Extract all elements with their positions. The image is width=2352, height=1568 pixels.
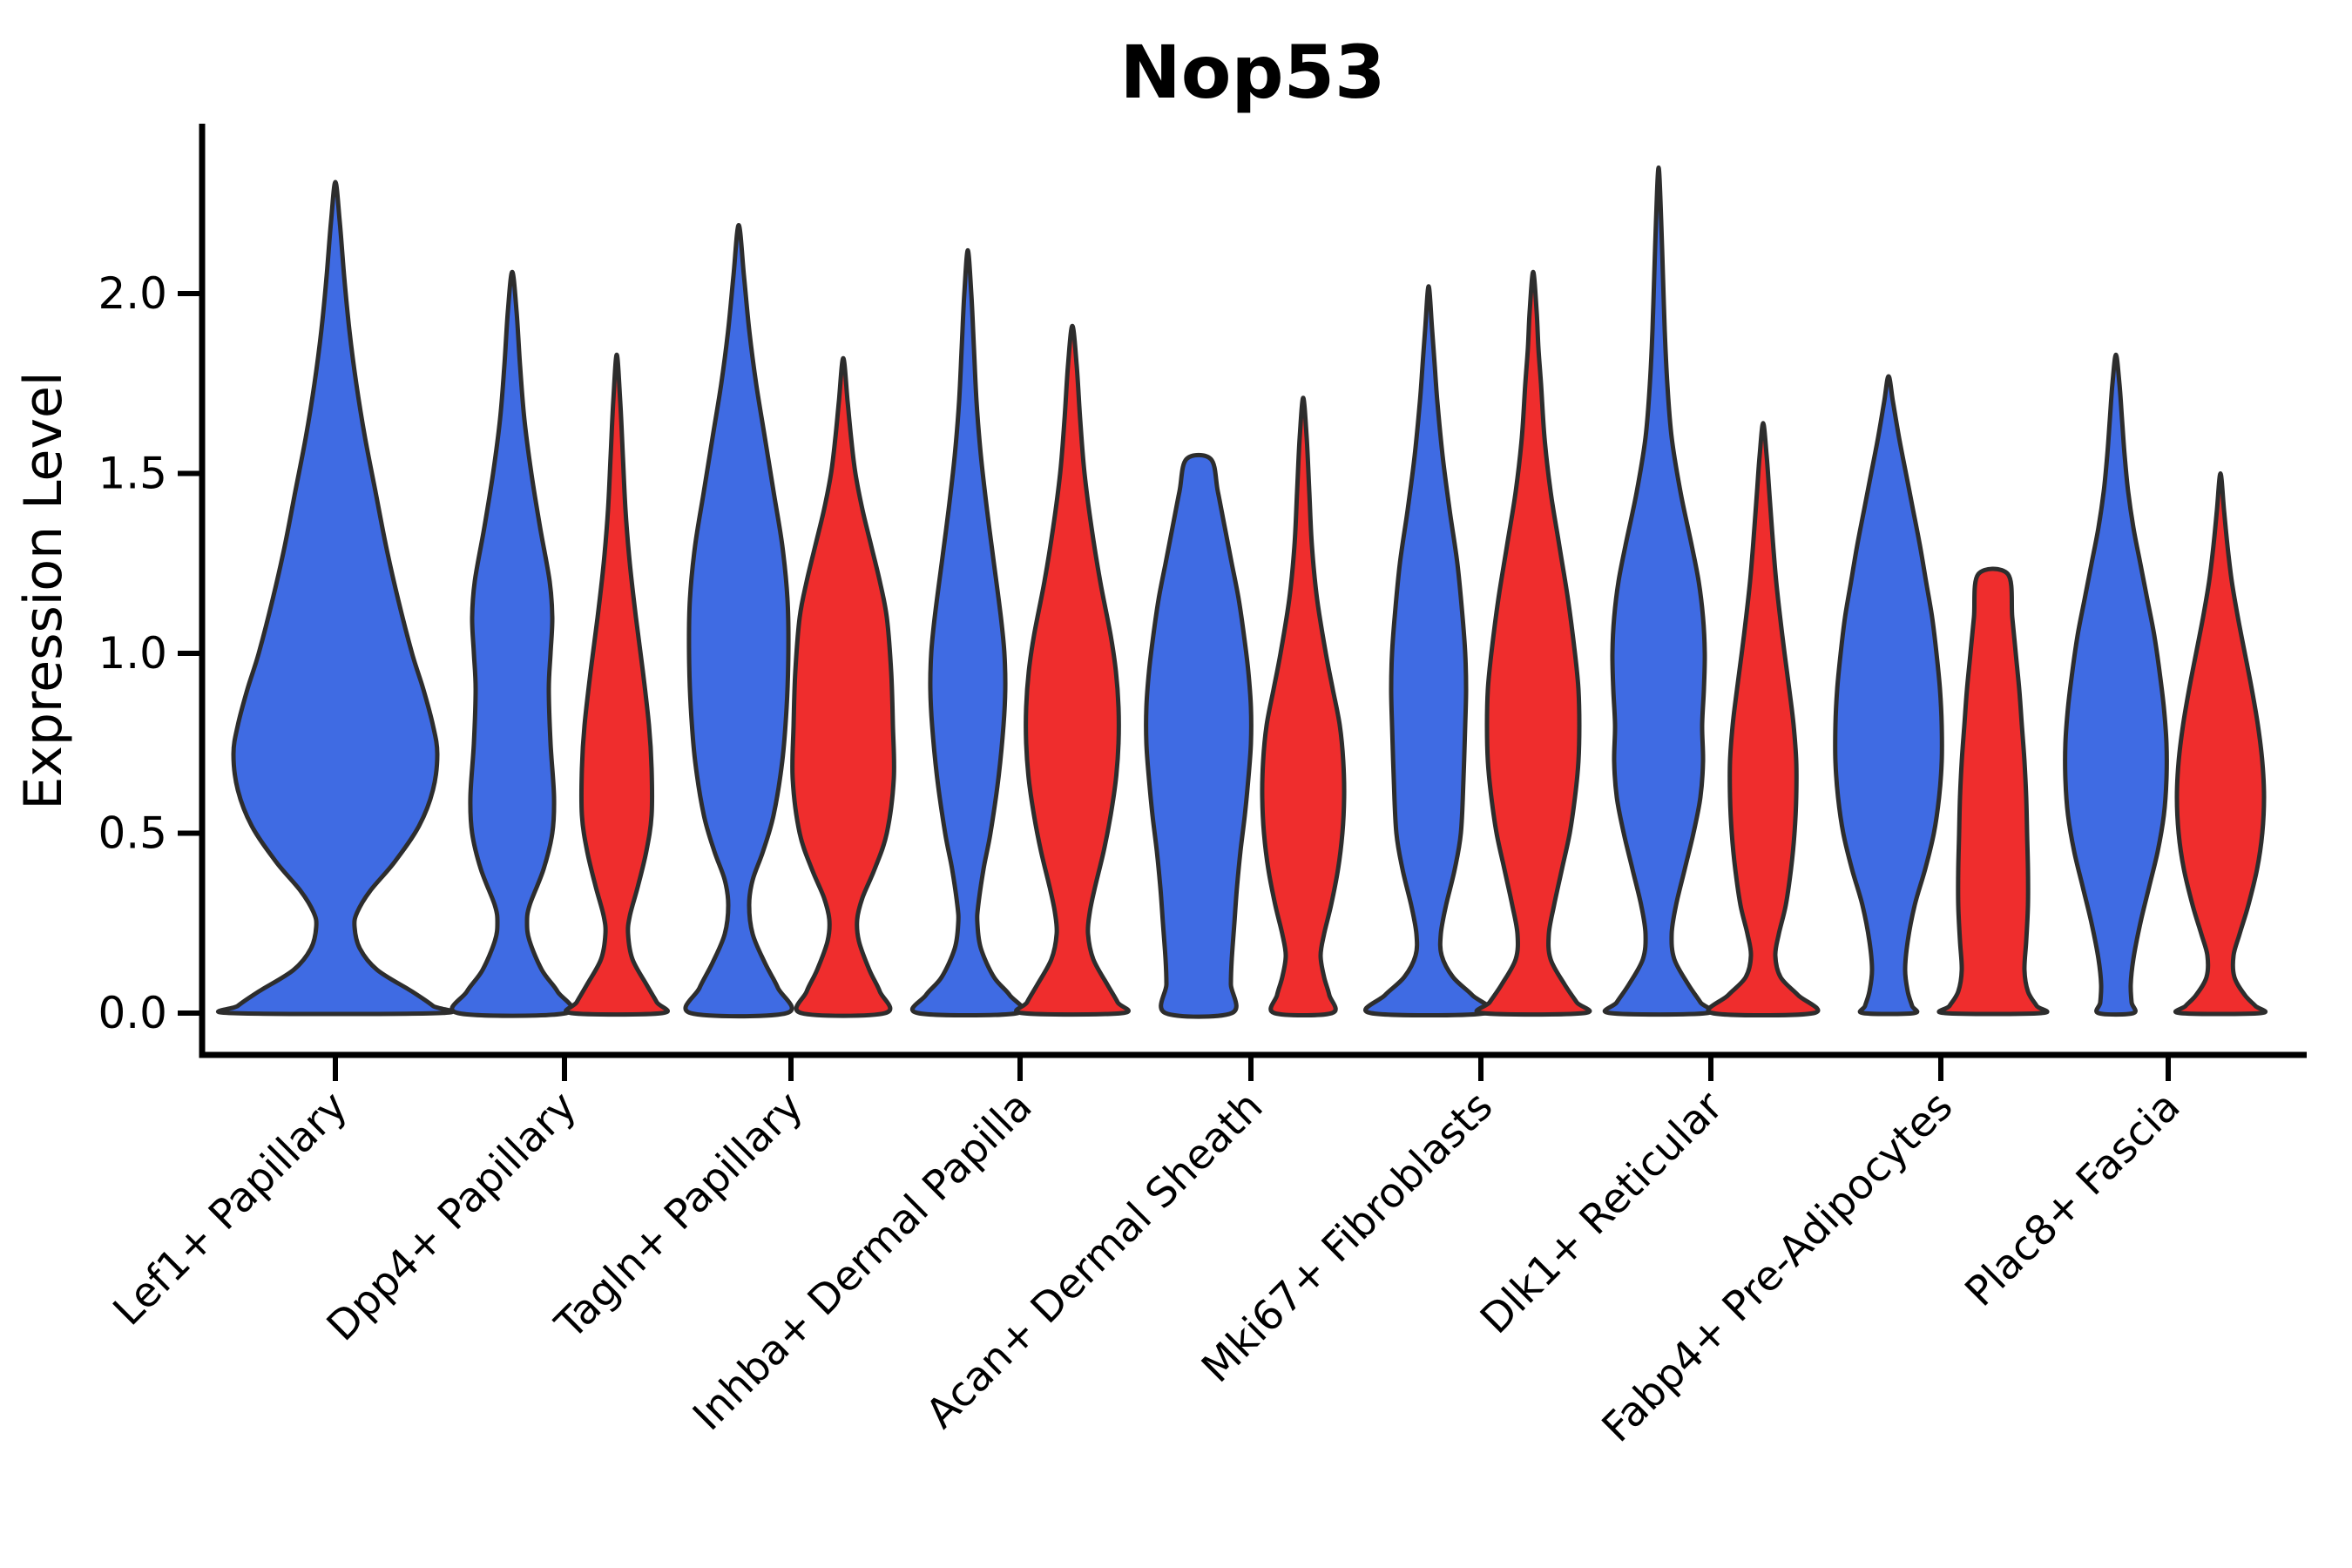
x-tick-label-3: Tagln+ Papillary	[546, 1083, 813, 1349]
violin-red-8	[1936, 566, 2050, 1017]
x-tick-label-9: Plac8+ Fascia	[1957, 1083, 2190, 1316]
violin-blue-8	[1833, 374, 1944, 1017]
violin-red-3	[790, 355, 896, 1018]
violin-red-9	[2173, 471, 2268, 1017]
violin-blue-4	[909, 247, 1026, 1018]
x-tick-label-7: Dlk1+ Reticular	[1471, 1082, 1733, 1343]
violin-blue-1	[215, 179, 456, 1017]
violin-red-4	[1014, 323, 1131, 1017]
violin-blue-9	[2063, 352, 2169, 1017]
y-tick-label: 0.0	[98, 988, 167, 1038]
x-tick-label-2: Dpp4+ Papillary	[318, 1083, 586, 1351]
y-axis-label: Expression Level	[13, 371, 74, 809]
chart-title: Nop53	[1119, 30, 1385, 115]
axes-layer	[199, 124, 2307, 1058]
violin-red-6	[1474, 269, 1592, 1017]
y-tick-label: 0.5	[98, 808, 167, 859]
violin-red-2	[564, 352, 670, 1017]
violin-blue-2	[449, 269, 575, 1018]
y-tick-label: 1.0	[98, 628, 167, 679]
violin-blue-7	[1602, 165, 1715, 1017]
violins-layer	[215, 165, 2268, 1019]
y-tick-labels: 0.0 0.5 1.0 1.5 2.0	[98, 268, 199, 1038]
x-tick-label-1: Lef1+ Papillary	[105, 1083, 357, 1335]
violin-blue-3	[683, 223, 794, 1019]
y-tick-label: 2.0	[98, 268, 167, 319]
violin-red-5	[1260, 395, 1347, 1018]
violin-blue-5	[1144, 452, 1254, 1019]
violin-red-7	[1706, 421, 1821, 1018]
y-tick-label: 1.5	[98, 449, 167, 499]
violin-blue-6	[1362, 284, 1495, 1018]
